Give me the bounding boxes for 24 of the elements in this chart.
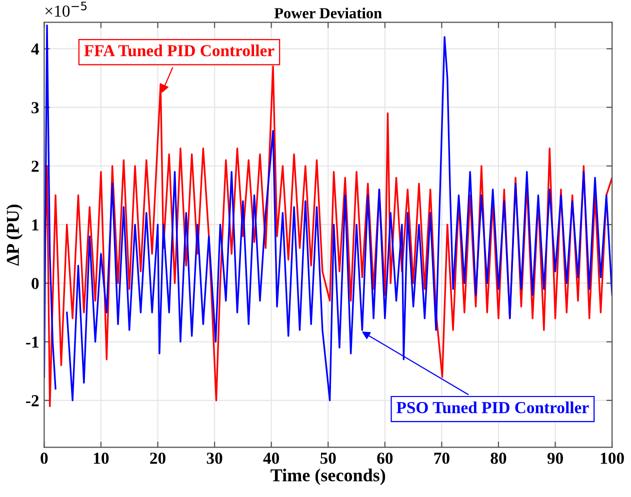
chart-title: Power Deviation — [274, 8, 382, 18]
x-tick-label: 60 — [377, 452, 393, 464]
x-tick-label: 100 — [600, 452, 624, 464]
annotation: PSO Tuned PID Controller — [396, 402, 589, 414]
x-tick-label: 0 — [40, 452, 48, 464]
x-tick-label: 90 — [547, 452, 563, 464]
x-tick-label: 30 — [206, 452, 222, 464]
x-tick-label: 10 — [94, 452, 109, 464]
text: ×10$^{−5}$ — [45, 2, 87, 17]
y-tick-label: 2 — [32, 160, 39, 172]
y-tick-label: 1 — [32, 219, 38, 230]
y-tick-label: -2 — [26, 395, 39, 406]
x-tick-label: 40 — [263, 452, 280, 464]
x-tick-label: 50 — [320, 452, 336, 464]
x-tick-label: 80 — [490, 452, 506, 464]
x-axis-title: Time (seconds) — [270, 468, 386, 486]
y-tick-label: -1 — [26, 336, 38, 348]
y-tick-label: 4 — [31, 44, 39, 55]
y-axis-title: ΔP (PU) — [6, 204, 23, 266]
annotation: FFA Tuned PID Controller — [84, 44, 274, 56]
y-tick-label: 3 — [32, 102, 39, 114]
x-tick-label: 20 — [150, 452, 166, 464]
x-tick-label: 70 — [434, 452, 450, 464]
y-tick-label: 0 — [32, 278, 39, 290]
